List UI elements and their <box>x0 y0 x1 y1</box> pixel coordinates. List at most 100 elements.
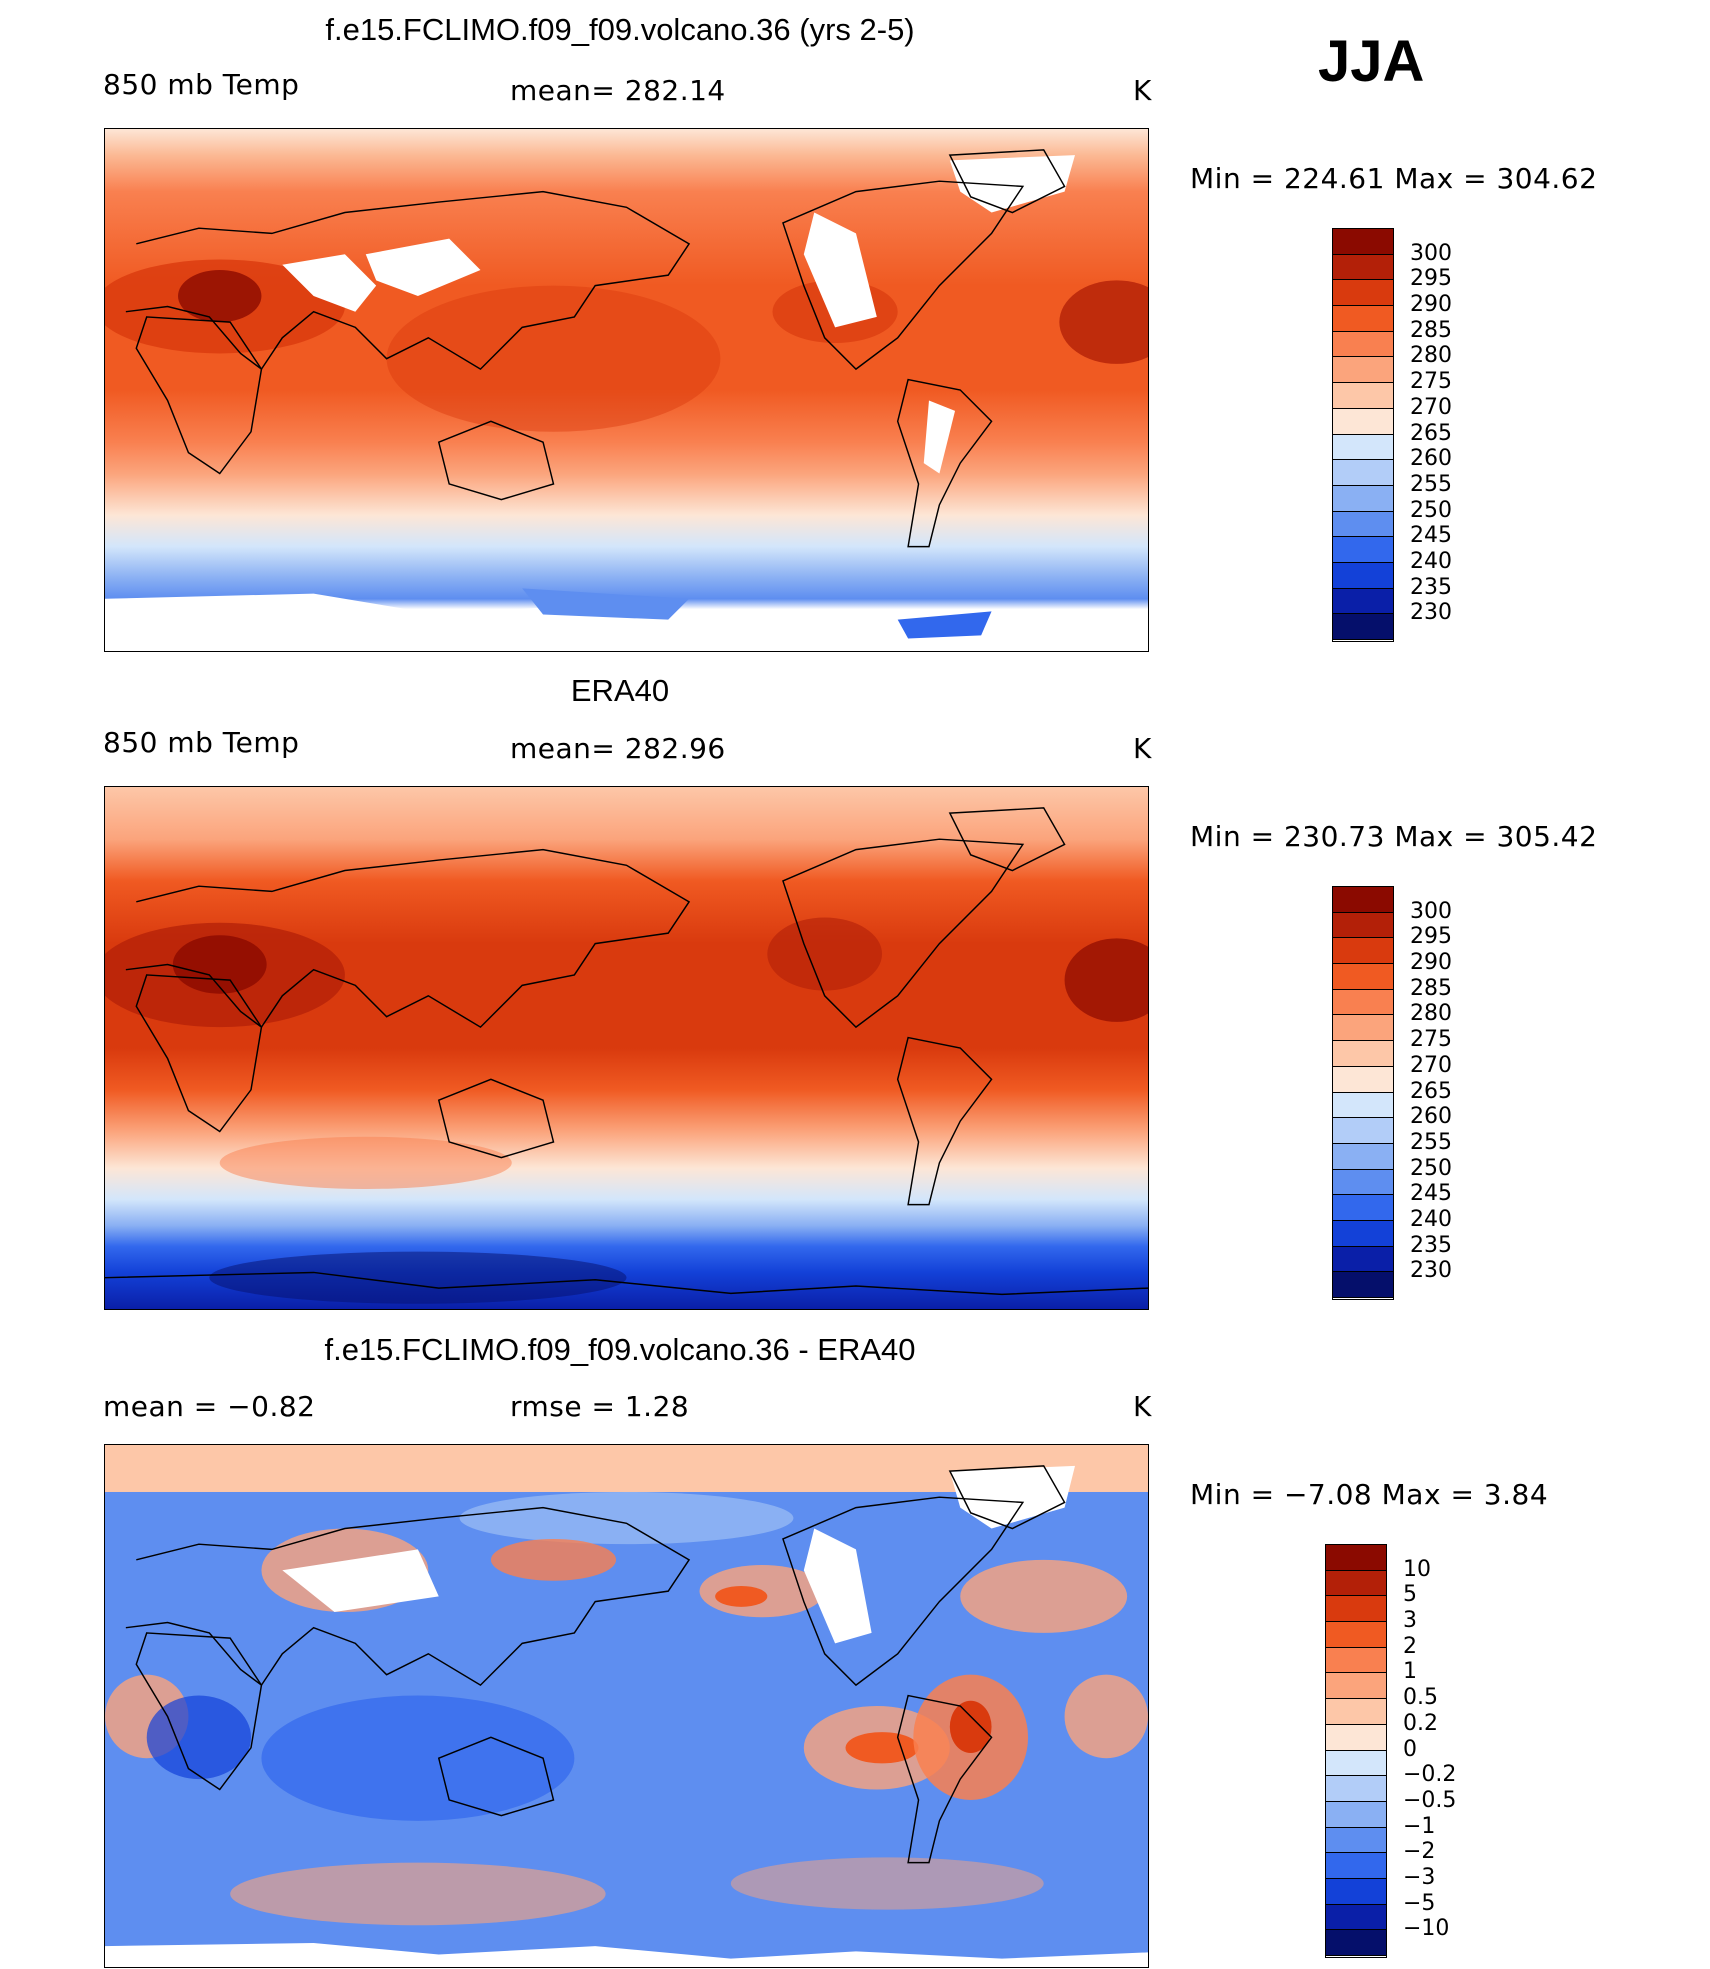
colorbar-swatch <box>1333 331 1393 358</box>
colorbar-tick-label: 260 <box>1410 1104 1452 1130</box>
colorbar-swatch <box>1326 1853 1386 1879</box>
colorbar-swatch <box>1333 383 1393 409</box>
panel-2-units-label: K <box>1133 732 1152 765</box>
colorbar-swatch <box>1333 614 1393 640</box>
panel-2-variable-label: 850 mb Temp <box>103 726 300 759</box>
panel-3-mean-label: mean = −0.82 <box>103 1390 316 1423</box>
panel-3-rmse-label: rmse = 1.28 <box>510 1390 690 1423</box>
colorbar-swatch <box>1326 1570 1386 1597</box>
panel-3-colorbar-labels: 10 5 3 2 1 0.5 0.2 0 −0.2 −0.5 −1 −2 −3 −5 −10 <box>1403 1544 1523 1958</box>
colorbar-tick-label: 250 <box>1410 497 1452 523</box>
season-label: JJA <box>1318 29 1425 94</box>
colorbar-tick-label: 255 <box>1410 1129 1452 1155</box>
colorbar-swatch <box>1333 280 1393 307</box>
colorbar-swatch <box>1333 887 1393 913</box>
colorbar-swatch <box>1326 1622 1386 1648</box>
colorbar-tick-label: 240 <box>1410 1206 1452 1232</box>
panel-2-map-svg <box>105 787 1148 1309</box>
colorbar-swatch <box>1333 1015 1393 1042</box>
colorbar-swatch <box>1326 1647 1386 1674</box>
colorbar-swatch <box>1333 1143 1393 1170</box>
colorbar-swatch <box>1333 485 1393 512</box>
panel-3-map-svg <box>105 1445 1148 1967</box>
colorbar-tick-label: −2 <box>1403 1839 1436 1865</box>
panel-1-colorbar-labels: 300 295 290 285 280 275 270 265 260 255 250 245 240 2… <box>1410 228 1530 642</box>
colorbar-swatch <box>1326 1827 1386 1854</box>
colorbar-tick-label: −10 <box>1403 1916 1450 1942</box>
colorbar-swatch <box>1333 537 1393 563</box>
colorbar-swatch <box>1326 1596 1386 1623</box>
panel-3-minmax: Min = −7.08 Max = 3.84 <box>1190 1478 1549 1511</box>
colorbar-tick-label: 290 <box>1410 950 1452 976</box>
colorbar-tick-label: 280 <box>1410 343 1452 369</box>
colorbar-tick-label: 300 <box>1410 898 1452 924</box>
colorbar-tick-label: 1 <box>1403 1659 1417 1685</box>
colorbar-tick-label: −3 <box>1403 1864 1436 1890</box>
colorbar-tick-label: 285 <box>1410 317 1452 343</box>
colorbar-tick-label: 245 <box>1410 1181 1452 1207</box>
panel-3-map <box>104 1444 1149 1968</box>
colorbar-swatch <box>1326 1673 1386 1700</box>
colorbar-tick-label: 240 <box>1410 548 1452 574</box>
colorbar-swatch <box>1333 1272 1393 1298</box>
colorbar-swatch <box>1333 562 1393 589</box>
colorbar-swatch <box>1333 357 1393 384</box>
colorbar-tick-label: 3 <box>1403 1608 1417 1634</box>
panel-1-minmax: Min = 224.61 Max = 304.62 <box>1190 162 1598 195</box>
colorbar-tick-label: 0.2 <box>1403 1710 1438 1736</box>
panel-1-map <box>104 128 1149 652</box>
colorbar-tick-label: 275 <box>1410 369 1452 395</box>
colorbar-tick-label: 0.5 <box>1403 1685 1438 1711</box>
colorbar-tick-label: 275 <box>1410 1027 1452 1053</box>
colorbar-swatch <box>1326 1545 1386 1571</box>
panel-1-title: f.e15.FCLIMO.f09_f09.volcano.36 (yrs 2-5… <box>325 12 915 47</box>
panel-3-units-label: K <box>1133 1390 1152 1423</box>
colorbar-swatch <box>1333 588 1393 615</box>
colorbar-tick-label: 295 <box>1410 924 1452 950</box>
colorbar-swatch <box>1333 989 1393 1016</box>
colorbar-swatch <box>1326 1904 1386 1931</box>
colorbar-tick-label: 235 <box>1410 574 1452 600</box>
colorbar-swatch <box>1326 1776 1386 1802</box>
colorbar-swatch <box>1333 1041 1393 1067</box>
panel-2-map <box>104 786 1149 1310</box>
colorbar-swatch <box>1326 1801 1386 1828</box>
colorbar-swatch <box>1333 254 1393 281</box>
colorbar-swatch <box>1326 1724 1386 1751</box>
panel-3-colorbar <box>1325 1544 1387 1958</box>
colorbar-tick-label: 0 <box>1403 1736 1417 1762</box>
colorbar-tick-label: 260 <box>1410 446 1452 472</box>
panel-2-colorbar-labels: 300 295 290 285 280 275 270 265 260 255 250 245 240 2… <box>1410 886 1530 1300</box>
colorbar-tick-label: 270 <box>1410 1052 1452 1078</box>
colorbar-tick-label: 10 <box>1403 1556 1431 1582</box>
colorbar-tick-label: 280 <box>1410 1001 1452 1027</box>
colorbar-swatch <box>1333 434 1393 461</box>
colorbar-tick-label: 230 <box>1410 600 1452 626</box>
colorbar-tick-label: 265 <box>1410 1078 1452 1104</box>
colorbar-swatch <box>1333 1092 1393 1119</box>
colorbar-tick-label: 250 <box>1410 1155 1452 1181</box>
colorbar-tick-label: 290 <box>1410 292 1452 318</box>
panel-2-title: ERA40 <box>570 673 670 708</box>
panel-1-map-svg <box>105 129 1148 651</box>
colorbar-tick-label: 2 <box>1403 1633 1417 1659</box>
colorbar-swatch <box>1326 1750 1386 1777</box>
colorbar-tick-label: 5 <box>1403 1582 1417 1608</box>
colorbar-tick-label: −0.5 <box>1403 1787 1457 1813</box>
panel-1-colorbar <box>1332 228 1394 642</box>
colorbar-swatch <box>1326 1930 1386 1956</box>
colorbar-swatch <box>1333 1246 1393 1273</box>
panel-3-title: f.e15.FCLIMO.f09_f09.volcano.36 - ERA40 <box>324 1332 916 1367</box>
colorbar-swatch <box>1333 408 1393 435</box>
colorbar-tick-label: −5 <box>1403 1890 1436 1916</box>
colorbar-tick-label: 235 <box>1410 1232 1452 1258</box>
colorbar-swatch <box>1333 460 1393 486</box>
colorbar-tick-label: −0.2 <box>1403 1762 1457 1788</box>
panel-2-mean-label: mean= 282.96 <box>510 732 726 765</box>
colorbar-tick-label: 270 <box>1410 394 1452 420</box>
panel-2-minmax: Min = 230.73 Max = 305.42 <box>1190 820 1598 853</box>
colorbar-swatch <box>1333 1118 1393 1144</box>
panel-1-units-label: K <box>1133 74 1152 107</box>
colorbar-tick-label: 300 <box>1410 240 1452 266</box>
colorbar-swatch <box>1333 1195 1393 1221</box>
